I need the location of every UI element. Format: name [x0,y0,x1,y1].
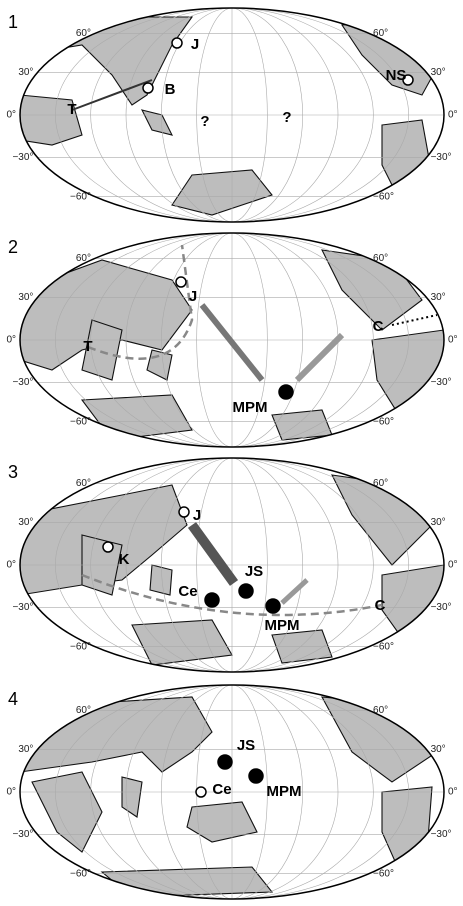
panel-number: 1 [8,12,18,32]
panel: 60° 60° 30° 30° 0° 0° −30° −30° −60° −60° 2 J T C MPM [6,233,457,447]
latitude-label: 60° [76,253,91,264]
site-marker [172,38,182,48]
latitude-label: −30° [12,829,33,840]
latitude-label: −60° [70,868,91,879]
latitude-label: −60° [373,868,394,879]
latitude-label: −60° [70,191,91,202]
site-marker [266,599,280,613]
site-label: Ce [178,583,197,600]
site-label: T [83,338,92,355]
site-marker [196,787,206,797]
site-label: MPM [265,617,300,634]
latitude-label: 30° [431,292,446,303]
latitude-label: −30° [431,377,452,388]
latitude-label: −60° [373,641,394,652]
site-label: C [373,318,384,335]
latitude-label: 60° [373,253,388,264]
site-marker [239,584,253,598]
latitude-label: 60° [76,478,91,489]
site-marker [279,385,293,399]
latitude-label: 0° [6,335,16,346]
latitude-label: 0° [448,110,458,121]
figure: 60°60°30°30°0°0°−30°−30°−60°−60°1JBTNS??… [0,0,463,906]
latitude-label: 30° [18,67,33,78]
site-marker [179,507,189,517]
panel: 60° 60° 30° 30° 0° 0° −30° −30° −60° −60° 3 J K C JS Ce… [6,458,457,672]
site-marker [249,769,263,783]
site-label: Ce [212,781,231,798]
site-label: B [165,81,176,98]
site-label: J [193,507,201,524]
latitude-label: 0° [6,560,16,571]
latitude-label: −60° [373,191,394,202]
site-label: C [375,597,386,614]
latitude-label: 30° [431,517,446,528]
site-label: J [189,288,197,305]
site-label: NS [386,67,407,84]
site-marker [143,83,153,93]
latitude-label: 60° [373,705,388,716]
latitude-label: 60° [373,478,388,489]
latitude-label: 0° [448,335,458,346]
latitude-label: 30° [431,67,446,78]
latitude-label: −30° [431,152,452,163]
latitude-label: 30° [18,517,33,528]
panel: 60° 60° 30° 30° 0° 0° −30° −30° −60° −60° 4 JS Ce MPM [6,685,457,899]
continent [150,565,172,595]
latitude-label: 60° [76,28,91,39]
latitude-label: 60° [373,28,388,39]
site-label: ? [200,113,209,130]
site-marker [218,755,232,769]
latitude-label: 0° [6,110,16,121]
latitude-label: −30° [431,829,452,840]
latitude-label: 0° [6,787,16,798]
latitude-label: −30° [12,602,33,613]
site-label: MPM [233,399,268,416]
site-label: MPM [267,783,302,800]
latitude-label: −30° [12,152,33,163]
latitude-label: 0° [448,560,458,571]
site-label: JS [245,563,263,580]
panel-number: 3 [8,462,18,482]
latitude-label: −60° [70,641,91,652]
latitude-label: 30° [18,292,33,303]
latitude-label: 30° [18,744,33,755]
latitude-label: 0° [448,787,458,798]
continent [272,410,332,440]
latitude-label: −60° [70,416,91,427]
site-label: JS [237,737,255,754]
panel-number: 2 [8,237,18,257]
site-marker [176,277,186,287]
continent [102,867,272,897]
site-label: J [191,36,199,53]
latitude-label: −60° [373,416,394,427]
latitude-label: 30° [431,744,446,755]
site-label: T [67,101,76,118]
latitude-label: −30° [431,602,452,613]
panel-number: 4 [8,689,18,709]
site-label: ? [282,109,291,126]
site-marker [205,593,219,607]
site-marker [103,542,113,552]
site-label: K [119,551,130,568]
latitude-label: −30° [12,377,33,388]
latitude-label: 60° [76,705,91,716]
panel: 60° 60° 30° 30° 0° 0° −30° −30° −60° −60° 1 J B T NS?? [6,8,457,222]
